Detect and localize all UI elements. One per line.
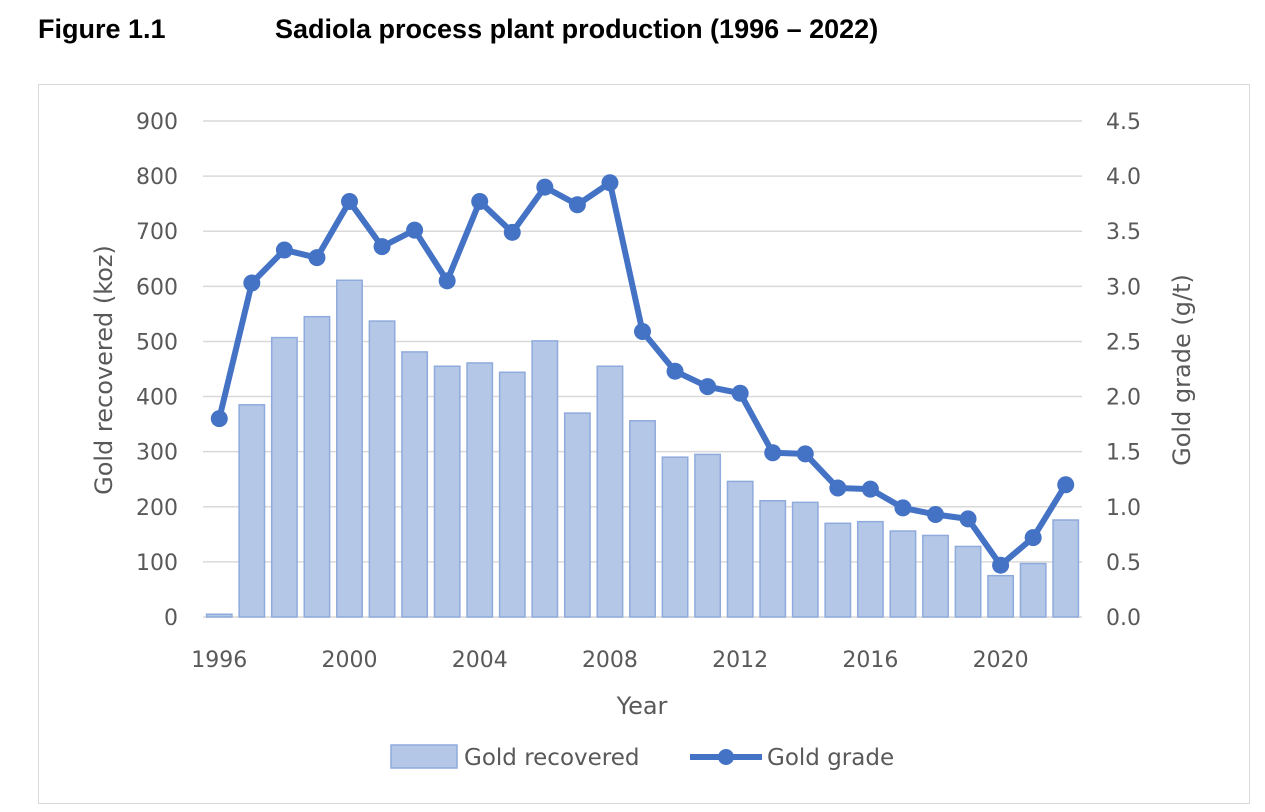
bar-gold-recovered [270, 336, 298, 618]
bar-gold-recovered [1052, 519, 1080, 618]
bar-gold-recovered [303, 315, 331, 618]
gold-grade-point [992, 556, 1010, 574]
x-axis-tick-label: 2000 [322, 648, 378, 673]
gold-grade-point [699, 378, 717, 396]
right-axis-tick-label: 1.5 [1106, 441, 1141, 466]
gold-grade-point [666, 362, 684, 380]
bar-gold-recovered [726, 480, 754, 618]
bar-gold-recovered [694, 453, 722, 618]
bar-gold-recovered [531, 340, 559, 618]
left-axis-title: Gold recovered (koz) [90, 245, 118, 495]
right-axis-tick-label: 3.0 [1106, 275, 1141, 300]
figure-title: Sadiola process plant production (1996 –… [275, 14, 879, 44]
right-axis-tick-label: 1.0 [1106, 496, 1141, 521]
bar-gold-recovered [336, 279, 363, 618]
bar-gold-recovered [791, 501, 819, 618]
gold-grade-point [1024, 529, 1042, 547]
bar-gold-recovered [596, 365, 624, 618]
bar-gold-recovered [205, 613, 233, 618]
legend-label-gold-grade: Gold grade [767, 745, 894, 771]
gold-grade-point [731, 384, 749, 402]
x-axis-ticks: 1996 2000 2004 2008 2012 2016 2020 [191, 648, 1028, 673]
bar-gold-recovered [433, 365, 461, 618]
bar-gold-recovered [987, 574, 1015, 618]
bar-gold-recovered [563, 412, 591, 618]
bar-gold-recovered [759, 499, 787, 618]
gold-grade-point [406, 221, 424, 239]
right-axis-tick-label: 3.5 [1106, 220, 1141, 245]
left-axis-tick-label: 600 [136, 275, 178, 300]
x-axis-tick-label: 2004 [452, 648, 508, 673]
left-axis-tick-label: 300 [136, 441, 178, 466]
right-axis-tick-label: 2.5 [1106, 330, 1141, 355]
gold-grade-point [764, 444, 782, 462]
x-axis-tick-label: 1996 [191, 648, 247, 673]
left-axis-tick-label: 0 [164, 606, 178, 631]
line-series-gold-grade [210, 174, 1075, 574]
right-axis-ticks: 0.0 0.5 1.0 1.5 2.0 2.5 3.0 3.5 4.0 4.5 [1106, 110, 1141, 631]
gold-grade-point [471, 192, 489, 210]
left-axis-tick-label: 100 [136, 551, 178, 576]
figure-label: Figure 1.1 [38, 14, 166, 44]
bar-series-gold-recovered [205, 279, 1080, 618]
right-axis-title: Gold grade (g/t) [1168, 274, 1196, 466]
chart-frame [38, 84, 1250, 804]
gold-grade-point [438, 272, 456, 290]
gold-grade-point [341, 192, 358, 210]
bar-gold-recovered [629, 420, 656, 618]
bar-gold-recovered [401, 351, 429, 618]
x-axis-tick-label: 2008 [582, 648, 638, 673]
right-axis-tick-label: 0.5 [1106, 551, 1141, 576]
left-axis-tick-label: 400 [136, 386, 178, 411]
x-axis-title: Year [616, 692, 668, 720]
gold-grade-point [308, 249, 326, 267]
legend: Gold recovered Gold grade [390, 744, 894, 771]
gold-grade-point [536, 178, 554, 196]
bar-gold-recovered [824, 522, 852, 618]
legend-swatch-gold-grade-marker [718, 749, 734, 765]
gold-grade-point [861, 480, 879, 498]
left-axis-tick-label: 800 [136, 165, 178, 190]
bar-gold-recovered [238, 404, 266, 618]
x-axis-tick-label: 2012 [712, 648, 768, 673]
x-axis-tick-label: 2016 [842, 648, 898, 673]
left-axis-tick-label: 500 [136, 330, 178, 355]
gold-grade-point [243, 274, 261, 292]
gold-grade-point [503, 223, 521, 241]
gold-grade-point [894, 499, 912, 517]
bar-gold-recovered [466, 362, 494, 618]
bar-gold-recovered [856, 520, 884, 618]
bar-gold-recovered [922, 534, 949, 618]
gold-grade-point [568, 196, 586, 214]
right-axis-tick-label: 4.5 [1106, 110, 1141, 135]
gold-grade-point [959, 510, 977, 528]
legend-swatch-gold-recovered [390, 744, 458, 769]
gold-grade-point [796, 445, 814, 463]
left-axis-tick-label: 700 [136, 220, 178, 245]
gold-grade-point [1057, 476, 1075, 494]
right-axis-tick-label: 2.0 [1106, 386, 1141, 411]
right-axis-tick-label: 4.0 [1106, 165, 1141, 190]
gold-grade-point [829, 479, 847, 497]
legend-label-gold-recovered: Gold recovered [464, 745, 639, 771]
gold-grade-point [601, 174, 619, 192]
gold-grade-point [275, 241, 293, 259]
x-axis-tick-label: 2020 [973, 648, 1029, 673]
bar-gold-recovered [368, 320, 396, 618]
bar-gold-recovered [954, 545, 982, 618]
bar-gold-recovered [498, 371, 526, 618]
gold-grade-point [210, 410, 228, 428]
right-axis-tick-label: 0.0 [1106, 606, 1141, 631]
bar-gold-recovered [1019, 562, 1047, 618]
left-axis-tick-label: 200 [136, 496, 178, 521]
gold-grade-point [373, 238, 391, 256]
left-axis-ticks: 0 100 200 300 400 500 600 700 800 900 [136, 110, 178, 631]
gold-grade-point [927, 505, 944, 523]
left-axis-tick-label: 900 [136, 110, 178, 135]
bar-gold-recovered [889, 530, 917, 618]
bar-gold-recovered [661, 456, 689, 618]
gold-grade-point [634, 323, 651, 341]
